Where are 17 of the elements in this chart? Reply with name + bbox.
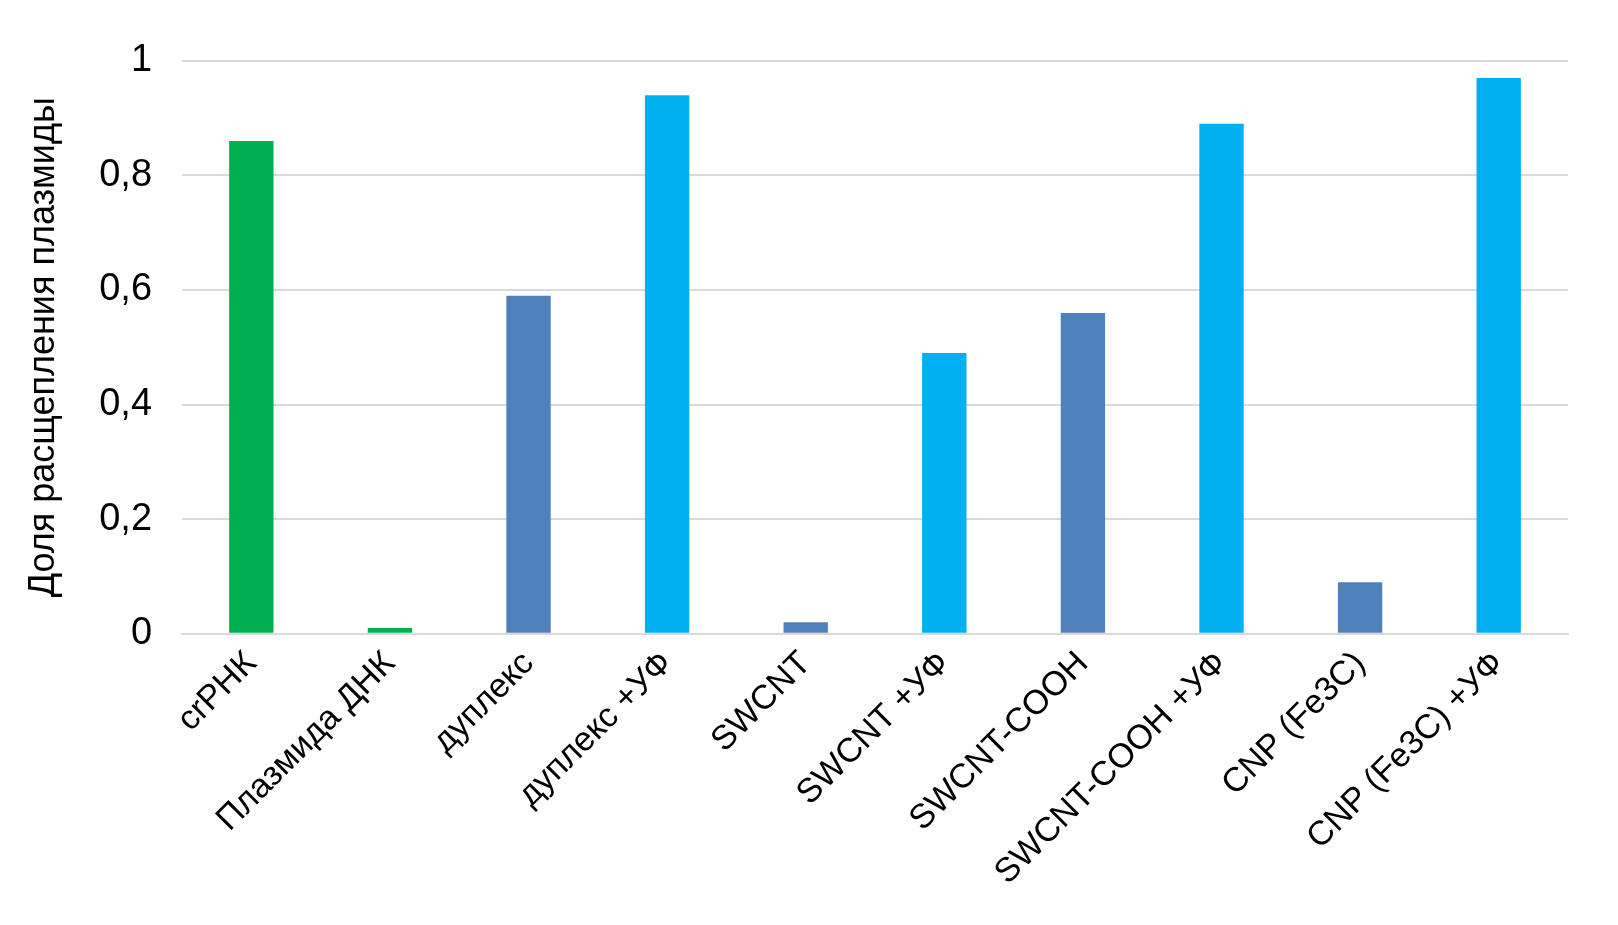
y-tick-label: 0,4 (99, 381, 153, 424)
bar (1476, 77, 1521, 633)
bar (1337, 582, 1383, 633)
y-tick-label: 0 (130, 610, 153, 653)
bar (644, 95, 690, 633)
bar (783, 622, 828, 633)
bar (1199, 123, 1244, 633)
y-axis-title: Доля расщепления плазмиды (20, 97, 62, 598)
y-tick-label: 1 (130, 37, 153, 80)
bar (922, 353, 967, 633)
y-tick-label: 0,2 (99, 495, 153, 538)
bar (1060, 312, 1106, 633)
y-tick-label: 0,8 (99, 151, 153, 194)
bar (506, 295, 551, 633)
bar (229, 141, 274, 633)
bar (367, 628, 413, 633)
y-tick-label: 0,6 (99, 266, 153, 309)
